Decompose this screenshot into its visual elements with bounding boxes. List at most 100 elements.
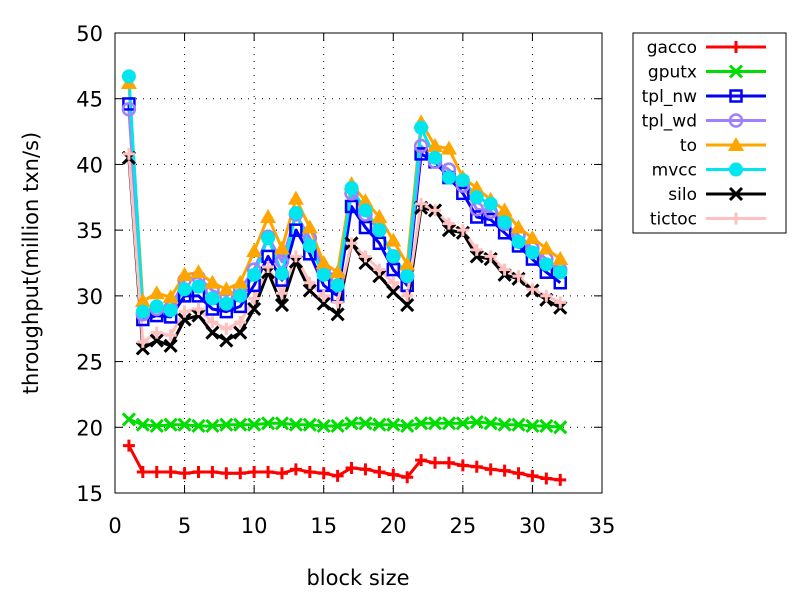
data-point-silo: [135, 341, 150, 356]
data-point-gputx: [469, 414, 484, 430]
legend-label: tpl_nw: [642, 87, 697, 107]
data-point-tictoc: [554, 296, 567, 309]
data-point-gacco: [150, 465, 163, 478]
data-point-tictoc: [234, 316, 247, 329]
data-point-tictoc: [401, 289, 414, 302]
data-point-to: [468, 180, 485, 195]
legend-label: tictoc: [650, 210, 697, 230]
legend-item-to: to: [680, 136, 766, 156]
data-point-mvcc: [149, 299, 164, 314]
x-axis-title: block size: [306, 566, 409, 590]
legend-frame: [632, 32, 787, 234]
series-points-tictoc: [122, 147, 567, 348]
data-point-gputx: [177, 417, 192, 432]
legend-item-silo: silo: [668, 185, 766, 205]
data-point-gacco: [498, 464, 511, 477]
data-point-tictoc: [373, 263, 386, 276]
data-point-to: [287, 190, 304, 205]
data-point-gputx: [427, 416, 443, 431]
data-point-gacco: [373, 465, 386, 478]
data-point-gputx: [149, 418, 164, 434]
data-point-tpl_nw: [414, 147, 428, 161]
data-point-tictoc: [429, 204, 442, 217]
data-point-gputx: [135, 417, 150, 432]
data-point-tictoc: [289, 250, 302, 263]
data-point-to: [232, 274, 249, 289]
data-point-gacco: [442, 456, 455, 469]
legend-label: tpl_wd: [642, 112, 697, 132]
y-tick-label: 30: [76, 285, 103, 309]
data-point-tpl_nw: [470, 210, 484, 224]
data-point-tictoc: [331, 296, 344, 309]
data-point-gputx: [302, 417, 317, 432]
data-point-to: [315, 255, 332, 269]
data-point-tictoc: [206, 316, 219, 329]
data-point-mvcc: [344, 181, 359, 196]
y-tick-label: 40: [76, 153, 103, 177]
data-point-mvcc: [525, 245, 540, 260]
data-point-mvcc: [274, 266, 289, 281]
legend-item-gputx: gputx: [648, 63, 766, 83]
y-tick-label: 45: [76, 88, 103, 112]
data-point-gputx: [358, 416, 373, 431]
data-point-gacco: [289, 463, 302, 476]
data-point-silo: [441, 223, 457, 238]
y-tick-label: 20: [76, 416, 103, 440]
data-point-gacco: [484, 463, 497, 476]
data-point-tictoc: [220, 322, 233, 335]
data-point-silo: [330, 307, 345, 322]
data-point-gacco: [415, 454, 428, 467]
data-point-mvcc: [233, 288, 248, 303]
data-point-gacco: [554, 473, 567, 486]
data-point-to: [440, 140, 457, 155]
data-point-mvcc: [497, 215, 512, 230]
legend-swatch-marker: [728, 64, 744, 79]
data-point-to: [301, 219, 318, 234]
data-point-tictoc: [456, 224, 469, 237]
data-point-gacco: [303, 465, 316, 478]
data-point-gputx: [247, 417, 262, 432]
data-point-gputx: [539, 418, 554, 434]
data-point-gputx: [163, 417, 178, 432]
data-point-tictoc: [275, 287, 288, 300]
data-point-silo: [400, 297, 415, 313]
data-point-gputx: [233, 417, 248, 432]
legend-label: mvcc: [652, 161, 697, 181]
data-point-tictoc: [317, 289, 330, 302]
data-point-tpl_wd: [413, 138, 429, 154]
legend-item-tpl_wd: tpl_wd: [642, 112, 766, 132]
data-point-mvcc: [163, 303, 178, 318]
series-points-mvcc: [121, 69, 568, 319]
data-point-tictoc: [164, 329, 177, 342]
data-point-gputx: [288, 417, 303, 432]
legend-swatch-marker: [729, 162, 743, 177]
data-point-gputx: [553, 420, 568, 435]
data-point-gacco: [470, 460, 483, 473]
data-point-gacco: [275, 467, 288, 480]
data-point-gacco: [359, 463, 372, 476]
y-tick-label: 50: [76, 22, 103, 46]
data-point-to: [427, 138, 444, 153]
data-point-gputx: [372, 417, 387, 432]
data-point-gacco: [512, 467, 525, 480]
data-point-gacco: [387, 468, 400, 481]
legend-swatch-marker: [730, 212, 742, 225]
data-point-gacco: [192, 465, 205, 478]
data-point-silo: [219, 333, 234, 348]
data-point-mvcc: [511, 234, 526, 249]
data-point-to: [162, 289, 179, 304]
data-point-gacco: [401, 471, 414, 484]
data-point-mvcc: [316, 267, 331, 282]
data-point-gputx: [400, 418, 415, 434]
data-point-gputx: [274, 416, 290, 431]
data-point-mvcc: [205, 291, 220, 306]
data-point-silo: [469, 249, 484, 264]
data-point-gputx: [441, 416, 457, 431]
data-point-to: [204, 274, 221, 289]
series-line-tpl_nw: [127, 103, 562, 321]
data-point-gputx: [511, 417, 526, 432]
data-point-to: [148, 285, 165, 300]
data-point-tictoc: [122, 147, 135, 160]
data-point-gacco: [164, 465, 177, 478]
